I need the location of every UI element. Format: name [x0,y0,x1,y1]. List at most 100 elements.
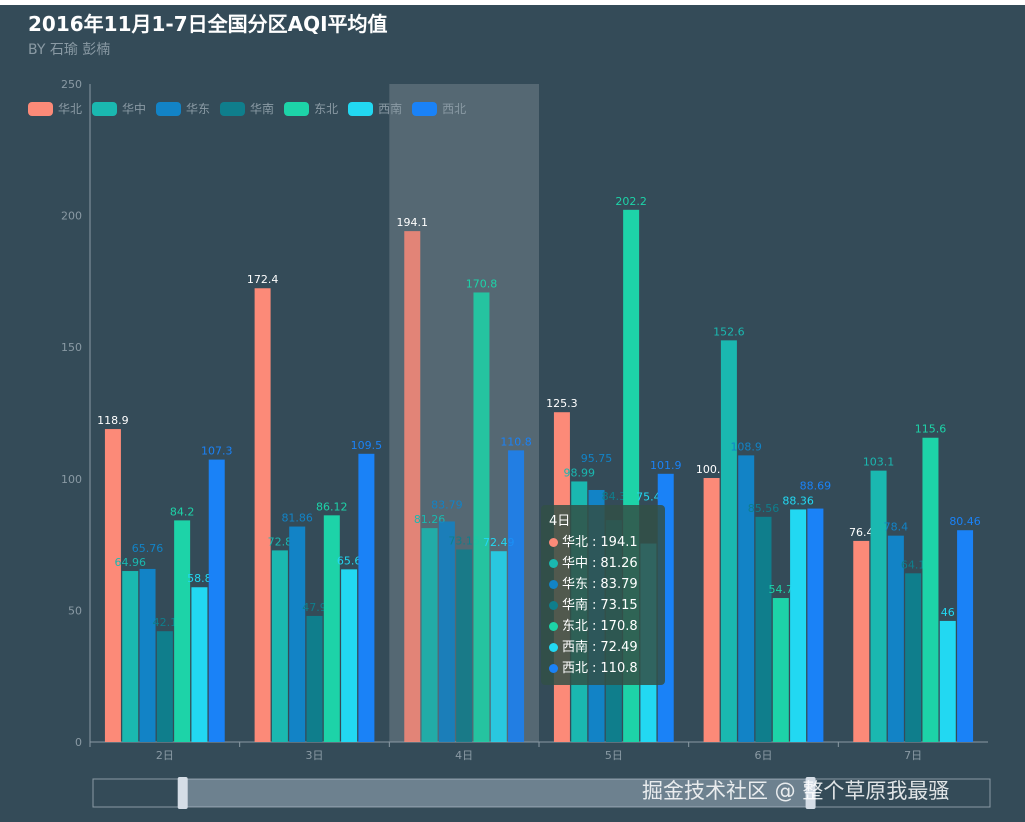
data-label: 65.6 [337,554,362,567]
y-tick-label: 50 [68,604,82,617]
legend-item-东北[interactable]: 东北 [284,100,338,117]
bar-西南-4日[interactable] [490,551,507,742]
datazoom-end-handle[interactable] [805,777,816,809]
tooltip-value: 72.49 [600,640,638,655]
datazoom-start-handle[interactable] [177,777,188,809]
tooltip-value: 81.26 [600,556,638,571]
bar-华南-7日[interactable] [905,573,922,742]
bar-华南-3日[interactable] [306,615,323,742]
tooltip-series-name: 华东 [562,577,589,592]
bar-东北-7日[interactable] [922,437,939,742]
bar-西南-7日[interactable] [939,620,956,742]
legend-item-华东[interactable]: 华东 [156,100,210,117]
bar-华东-4日[interactable] [438,521,455,742]
x-tick-label: 5日 [605,749,623,762]
bar-华北-7日[interactable] [853,540,870,742]
data-label: 73.15 [448,534,480,547]
y-tick-label: 200 [61,210,82,223]
legend-label: 华北 [58,102,83,116]
data-label: 42.1 [153,616,178,629]
bar-华东-7日[interactable] [887,535,904,742]
bar-华中-7日[interactable] [870,470,887,742]
data-label: 78.4 [884,521,909,534]
tooltip-title: 4日 [549,514,571,529]
tooltip-row: 华东:83.79 [549,574,657,595]
bar-西北-6日[interactable] [807,508,824,742]
legend-label: 西北 [442,102,467,116]
bar-西北-7日[interactable] [957,530,974,742]
datazoom-selected-range[interactable] [182,779,811,807]
bar-西北-2日[interactable] [208,459,225,742]
bar-华中-2日[interactable] [122,571,139,742]
bar-西北-4日[interactable] [508,450,525,742]
plot-area: 0 50 100 150 200 250 2日 3日 4日 5日 6日 7日 118.9 172.4 194… [61,78,991,809]
data-label: 64.1 [901,558,926,571]
bar-华北-4日[interactable] [404,231,421,743]
tooltip-series-name: 华南 [562,598,589,613]
bar-东北-6日[interactable] [772,598,789,742]
data-label: 58.8 [187,572,212,585]
y-tick-label: 150 [61,341,82,354]
bar-华中-6日[interactable] [720,340,737,742]
legend-item-西南[interactable]: 西南 [348,100,402,117]
data-label: 80.46 [949,515,981,528]
data-label: 172.4 [247,273,279,286]
legend-swatch [284,101,310,116]
legend-item-华北[interactable]: 华北 [28,100,82,117]
separator: : [592,598,597,613]
legend-swatch [220,101,246,116]
separator: : [592,661,597,676]
tooltip-value: 73.15 [600,598,638,613]
bar-华北-2日[interactable] [104,429,121,742]
legend-item-华中[interactable]: 华中 [92,100,146,117]
bar-华南-6日[interactable] [755,516,772,742]
data-label: 98.99 [563,466,595,479]
legend-label: 华中 [122,102,147,116]
bar-华北-3日[interactable] [254,288,271,742]
data-label: 75.4 [636,491,661,504]
bar-华南-2日[interactable] [156,631,173,742]
chart-subtitle: BY 石瑜 彭楠 [28,42,111,58]
legend-item-西北[interactable]: 西北 [412,100,466,117]
bar-华南-4日[interactable] [456,549,473,742]
data-label: 101.9 [650,459,682,472]
data-label: 118.9 [97,414,129,427]
datazoom-slider[interactable] [92,778,991,808]
data-label: 125.3 [546,397,578,410]
bar-东北-3日[interactable] [323,515,340,742]
tooltip-series-name: 华北 [562,535,589,550]
bar-华中-4日[interactable] [421,528,438,742]
data-label: 100.3 [696,463,728,476]
separator: : [592,619,597,634]
separator: : [592,556,597,571]
bar-西南-3日[interactable] [341,569,358,742]
bar-华东-2日[interactable] [139,568,156,742]
bar-东北-2日[interactable] [174,520,191,742]
bar-华北-6日[interactable] [703,478,720,742]
data-label: 152.6 [713,325,745,338]
data-label: 110.8 [500,435,532,448]
separator: : [592,640,597,655]
bar-华东-6日[interactable] [738,455,755,742]
tooltip-row: 西南:72.49 [549,637,657,658]
data-label: 170.8 [466,277,498,290]
data-label: 108.9 [730,440,762,453]
bar-东北-4日[interactable] [473,292,490,742]
chart-title: 2016年11月1-7日全国分区AQI平均值 [28,12,388,36]
y-tick-label: 250 [61,78,82,91]
legend-swatch [28,101,53,116]
legend-swatch [412,101,438,116]
y-tick-label: 100 [61,473,82,486]
tooltip-series-name: 西南 [562,640,589,655]
separator: : [592,577,597,592]
bar-西北-3日[interactable] [358,453,375,742]
bar-华中-3日[interactable] [271,550,288,742]
watermark: 掘金技术社区 @ 整个草原我最骚 [642,779,950,803]
legend-item-华南[interactable]: 华南 [220,100,274,117]
bar-西南-2日[interactable] [191,587,208,742]
legend-label: 西南 [378,102,403,116]
bar-西南-6日[interactable] [790,509,807,742]
bar-华东-3日[interactable] [289,526,306,742]
data-label: 194.1 [397,216,429,229]
data-label: 86.12 [316,500,348,513]
